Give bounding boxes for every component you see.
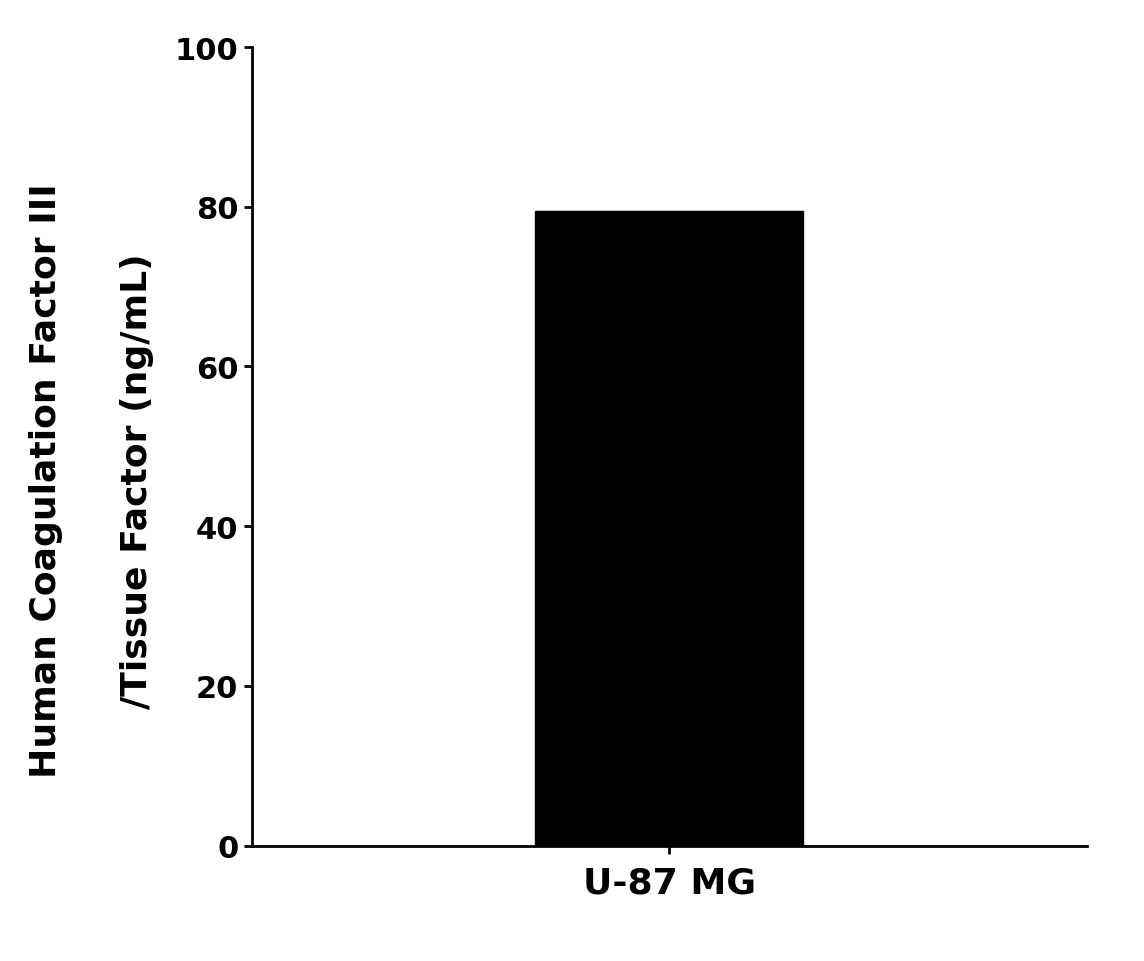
Bar	[535, 211, 803, 846]
Text: Human Coagulation Factor III: Human Coagulation Factor III	[29, 184, 63, 777]
Text: /Tissue Factor (ng/mL): /Tissue Factor (ng/mL)	[120, 253, 154, 708]
